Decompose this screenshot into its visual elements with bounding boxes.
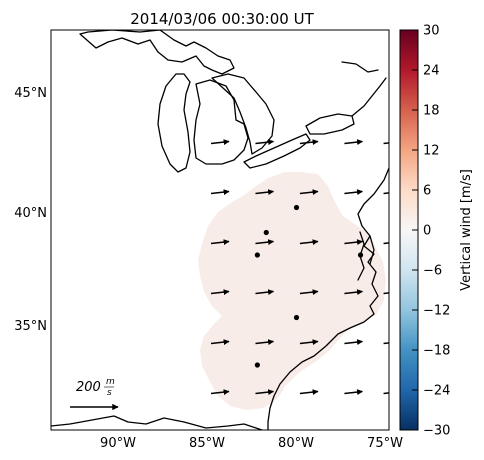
colorbar-ticks: 30 24 18 12 6 0 −6 −12 −18 −24 −30	[412, 24, 450, 439]
wind-arrow	[255, 139, 275, 146]
lake-ontario	[305, 113, 355, 135]
wind-arrow	[383, 292, 389, 295]
station-dots	[254, 204, 364, 368]
wind-arrow	[210, 189, 230, 196]
lon-tick-label: 75°W	[367, 436, 403, 451]
lon-axis: 90°W 85°W 80°W 75°W	[100, 436, 403, 451]
colorbar-label: Vertical wind [m/s]	[459, 169, 474, 291]
map-area: 200 m s	[51, 30, 389, 430]
colorbar-tick-label: 30	[423, 24, 440, 39]
station-dot	[254, 362, 260, 368]
wind-arrow	[299, 139, 319, 146]
wind-arrow	[344, 339, 364, 346]
wind-arrow	[255, 189, 275, 196]
wind-arrow	[344, 289, 364, 296]
lake-michigan	[157, 73, 191, 173]
reference-arrow: 200 m s	[70, 377, 119, 411]
wind-arrow	[344, 139, 364, 146]
wind-arrow	[210, 239, 230, 246]
station-dot	[293, 204, 300, 211]
colorbar-tick-label: 24	[423, 64, 440, 79]
station-dot	[263, 229, 269, 236]
colorbar-tick-label: −30	[423, 424, 450, 439]
reference-arrow-unit-den: s	[107, 388, 112, 398]
wind-arrow	[210, 289, 230, 296]
wind-arrow	[210, 389, 230, 396]
colorbar-tick-label: −24	[423, 384, 450, 399]
wind-arrow	[255, 389, 275, 396]
wind-arrow	[383, 192, 389, 195]
lat-tick-label: 35°N	[14, 319, 47, 334]
wind-arrow	[299, 189, 319, 196]
wind-arrow	[299, 239, 319, 246]
wind-arrow	[344, 389, 364, 396]
station-dot	[293, 314, 300, 321]
wind-arrow	[383, 342, 389, 345]
gulf-coastline	[51, 415, 263, 430]
colorbar-tick-label: 6	[423, 184, 431, 199]
wind-arrow	[255, 289, 275, 296]
wind-arrow	[299, 339, 319, 346]
lon-tick-label: 90°W	[100, 436, 136, 451]
colorbar-tick-label: −18	[423, 344, 450, 359]
reference-arrow-speed: 200	[76, 380, 101, 395]
wind-arrow	[344, 239, 364, 246]
lake-superior	[79, 30, 235, 75]
lower-michigan	[193, 79, 249, 165]
wind-arrow	[383, 142, 389, 145]
colorbar-tick-label: −12	[423, 304, 450, 319]
coverage-region	[198, 172, 386, 410]
colorbar-tick-label: 0	[423, 224, 431, 239]
wind-arrow	[210, 339, 230, 346]
lat-tick-label: 45°N	[14, 86, 47, 101]
lon-tick-label: 80°W	[278, 436, 314, 451]
reference-arrow-unit-num: m	[106, 377, 115, 387]
lake-erie	[243, 133, 311, 169]
wind-arrow	[299, 389, 319, 396]
wind-arrow	[383, 242, 389, 245]
colorbar-tick-label: 12	[423, 144, 440, 159]
wind-arrow	[344, 189, 364, 196]
lat-tick-label: 40°N	[14, 206, 47, 221]
wind-arrow	[210, 139, 230, 146]
map-frame	[50, 29, 390, 431]
st-lawrence-shore	[341, 61, 387, 117]
colorbar-tick-label: −6	[423, 264, 442, 279]
colorbar: 30 24 18 12 6 0 −6 −12 −18 −24 −30 Vertical wind […	[399, 24, 474, 439]
wind-arrow	[299, 289, 319, 296]
colorbar-tick-label: 18	[423, 104, 440, 119]
wind-arrow	[255, 239, 275, 246]
plot-title: 2014/03/06 00:30:00 UT	[130, 10, 314, 28]
atlantic-coastline	[267, 167, 389, 430]
lat-axis: 45°N 40°N 35°N	[14, 86, 47, 334]
lon-tick-label: 85°W	[189, 436, 225, 451]
wind-vector-field	[210, 139, 389, 396]
wind-arrow	[383, 392, 389, 395]
station-dot	[357, 252, 364, 258]
station-dot	[254, 252, 260, 258]
wind-arrow	[255, 339, 275, 346]
